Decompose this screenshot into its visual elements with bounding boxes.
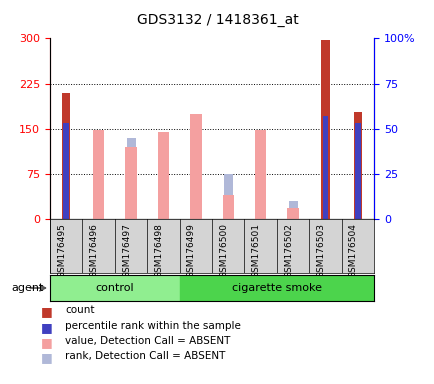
Text: GSM176502: GSM176502: [283, 223, 293, 278]
Text: GSM176501: GSM176501: [251, 223, 260, 278]
Text: GSM176498: GSM176498: [154, 223, 163, 278]
Text: ■: ■: [41, 336, 53, 349]
Bar: [322, 116, 328, 219]
Text: ■: ■: [41, 305, 53, 318]
Bar: [254, 131, 266, 219]
Bar: [126, 138, 135, 219]
Text: rank, Detection Call = ABSENT: rank, Detection Call = ABSENT: [65, 351, 225, 361]
Bar: [288, 201, 297, 219]
Bar: [287, 208, 298, 219]
Text: ■: ■: [41, 351, 53, 364]
Text: agent: agent: [11, 283, 43, 293]
Text: GSM176500: GSM176500: [219, 223, 228, 278]
Bar: [158, 132, 169, 219]
Bar: [62, 93, 70, 219]
Bar: [222, 195, 233, 219]
Bar: [353, 112, 361, 219]
Text: control: control: [95, 283, 134, 293]
Bar: [354, 123, 360, 219]
Text: percentile rank within the sample: percentile rank within the sample: [65, 321, 240, 331]
Text: GSM176499: GSM176499: [187, 223, 195, 278]
Bar: [125, 147, 136, 219]
Text: GSM176497: GSM176497: [122, 223, 131, 278]
Text: GSM176496: GSM176496: [89, 223, 99, 278]
Bar: [179, 275, 373, 301]
Text: GSM176495: GSM176495: [57, 223, 66, 278]
Bar: [190, 114, 201, 219]
Text: cigarette smoke: cigarette smoke: [231, 283, 321, 293]
Bar: [50, 275, 179, 301]
Text: ■: ■: [41, 321, 53, 334]
Bar: [223, 174, 232, 219]
Text: GSM176503: GSM176503: [316, 223, 325, 278]
Bar: [191, 131, 200, 219]
Bar: [63, 123, 69, 219]
Bar: [93, 130, 104, 219]
Text: value, Detection Call = ABSENT: value, Detection Call = ABSENT: [65, 336, 230, 346]
Text: GSM176504: GSM176504: [348, 223, 357, 278]
Bar: [321, 40, 329, 219]
Text: count: count: [65, 305, 95, 315]
Text: GDS3132 / 1418361_at: GDS3132 / 1418361_at: [136, 13, 298, 27]
